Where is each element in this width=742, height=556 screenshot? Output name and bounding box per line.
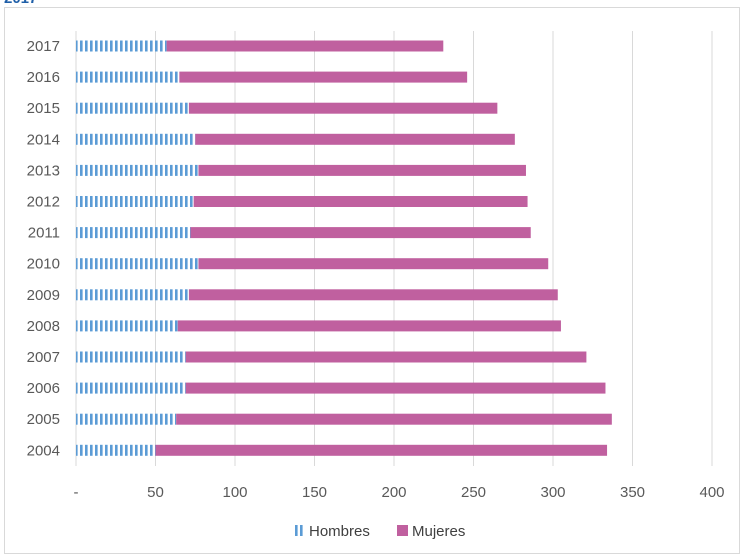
y-tick-label: 2013 — [27, 162, 60, 179]
bar-hombres-2017 — [76, 40, 167, 52]
legend-swatch-hombres — [294, 525, 305, 536]
chart-frame — [4, 7, 740, 554]
x-tick-label: - — [74, 484, 79, 501]
y-tick-label: 2006 — [27, 380, 60, 397]
bar-hombres-2013 — [76, 164, 199, 176]
x-tick-label: 50 — [147, 484, 164, 501]
y-axis-labels: 2017 2016 2015 2014 2013 2012 2011 2010 2009 2008… — [27, 38, 60, 459]
bar-mujeres-2010 — [198, 258, 549, 270]
bars — [76, 40, 612, 456]
bar-mujeres-2005 — [176, 413, 612, 425]
y-tick-label: 2009 — [27, 287, 60, 304]
y-tick-label: 2005 — [27, 411, 60, 428]
bar-hombres-2007 — [76, 351, 186, 363]
y-tick-label: 2007 — [27, 349, 60, 366]
bar-hombres-2012 — [76, 196, 194, 207]
bar-mujeres-2013 — [198, 164, 526, 176]
legend-label-hombres: Hombres — [309, 523, 370, 540]
x-tick-label: 400 — [699, 484, 724, 501]
bar-mujeres-2007 — [185, 351, 587, 363]
y-tick-label: 2016 — [27, 69, 60, 86]
bar-mujeres-2015 — [188, 102, 498, 114]
bar-hombres-2011 — [76, 227, 191, 239]
y-tick-label: 2017 — [27, 38, 60, 55]
x-tick-label: 300 — [540, 484, 565, 501]
legend-label-mujeres: Mujeres — [412, 523, 465, 540]
y-tick-label: 2004 — [27, 442, 60, 459]
x-tick-label: 350 — [620, 484, 645, 501]
bar-hombres-2010 — [76, 258, 199, 270]
bar-hombres-2008 — [76, 320, 178, 332]
bar-hombres-2004 — [76, 444, 156, 456]
bar-mujeres-2012 — [193, 196, 528, 207]
bar-mujeres-2009 — [188, 289, 558, 301]
bar-hombres-2009 — [76, 289, 189, 301]
y-tick-label: 2008 — [27, 318, 60, 335]
legend: Hombres Mujeres — [294, 523, 465, 540]
bar-hombres-2014 — [76, 133, 196, 145]
bar-mujeres-2014 — [195, 133, 515, 145]
bar-mujeres-2016 — [179, 71, 468, 83]
bar-mujeres-2008 — [177, 320, 561, 332]
x-tick-label: 100 — [222, 484, 247, 501]
legend-swatch-mujeres — [397, 525, 408, 536]
chart-title-partial: 2017 — [4, 0, 37, 7]
bar-hombres-2015 — [76, 102, 189, 114]
y-tick-label: 2014 — [27, 131, 60, 148]
bar-hombres-2005 — [76, 413, 177, 425]
bar-hombres-2016 — [76, 71, 180, 83]
x-tick-label: 150 — [302, 484, 327, 501]
y-tick-label: 2015 — [27, 100, 60, 117]
x-tick-label: 200 — [381, 484, 406, 501]
y-tick-label: 2010 — [27, 256, 60, 273]
x-tick-label: 250 — [461, 484, 486, 501]
bar-mujeres-2004 — [155, 444, 608, 456]
x-axis-labels: - 50 100 150 200 250 300 350 400 — [74, 484, 725, 501]
y-tick-label: 2012 — [27, 194, 60, 211]
bar-mujeres-2006 — [185, 382, 606, 394]
bar-mujeres-2017 — [166, 40, 444, 52]
bar-mujeres-2011 — [190, 227, 531, 239]
bar-hombres-2006 — [76, 382, 186, 394]
gridlines — [75, 31, 713, 466]
y-tick-label: 2011 — [28, 225, 60, 242]
